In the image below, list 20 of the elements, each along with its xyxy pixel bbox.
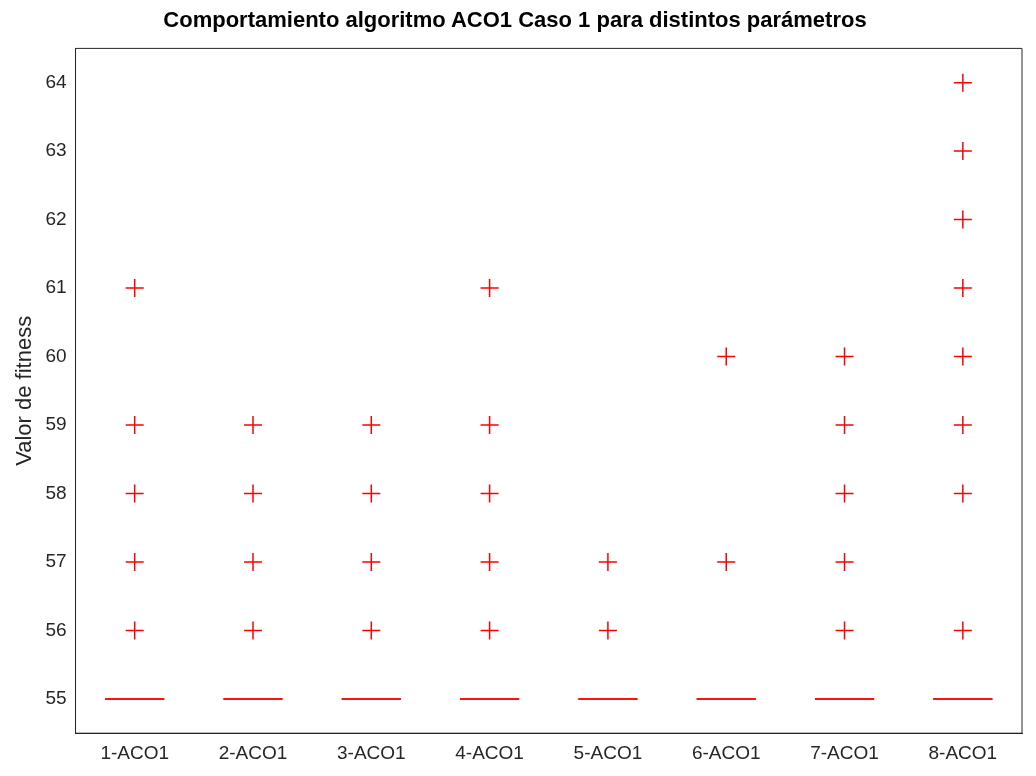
y-axis-title: Valor de fitness [11,315,37,466]
y-tick-label: 57 [45,550,67,572]
x-tick-label: 1-ACO1 [100,741,170,763]
x-tick-label: 3-ACO1 [336,741,406,763]
chart-title: Comportamiento algoritmo ACO1 Caso 1 para distintos parámetros [163,7,867,33]
y-tick-label: 55 [45,687,67,709]
y-tick-label: 60 [45,344,67,366]
y-tick-label: 63 [45,139,67,161]
x-tick-label: 4-ACO1 [455,741,524,763]
x-tick-label: 8-ACO1 [928,741,998,763]
y-tick-label: 61 [45,276,67,298]
y-tick-label: 56 [45,618,67,640]
x-tick-label: 7-ACO1 [810,741,879,763]
y-tick-label: 59 [45,413,67,435]
y-tick-label: 58 [45,481,67,503]
x-tick-label: 5-ACO1 [573,741,643,763]
x-tick-label: 2-ACO1 [218,741,288,763]
y-tick-label: 62 [45,207,67,229]
x-tick-label: 6-ACO1 [691,741,761,763]
y-tick-label: 64 [45,70,67,92]
